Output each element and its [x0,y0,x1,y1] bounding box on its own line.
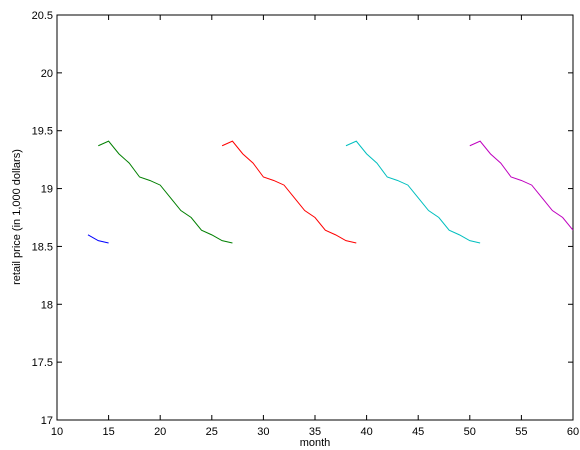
y-tick-label: 17.5 [32,357,53,369]
x-tick-label: 60 [567,426,579,438]
y-tick-label: 19.5 [32,126,53,138]
x-tick-label: 45 [412,426,424,438]
series-line-3 [221,140,357,244]
y-axis-ticks: 17 17.5 18 18.5 19 19.5 20 20.5 [32,10,573,427]
x-tick-label: 10 [51,426,63,438]
x-tick-label: 15 [102,426,114,438]
x-tick-label: 30 [257,426,269,438]
y-tick-label: 18 [41,299,53,311]
x-tick-label: 40 [360,426,372,438]
x-tick-label: 35 [309,426,321,438]
series-line-4 [345,140,481,244]
y-tick-label: 18.5 [32,241,53,253]
x-tick-label: 25 [206,426,218,438]
plot-area: 10 15 20 25 30 35 40 45 50 55 60 17 17.5 18 18.5 19 19.… [32,10,580,438]
x-axis-ticks: 10 15 20 25 30 35 40 45 50 55 60 [51,15,579,438]
x-axis-label: month [300,437,331,449]
series-line-1 [87,234,109,244]
y-tick-label: 17 [41,415,53,427]
y-tick-label: 20 [41,68,53,80]
x-tick-label: 20 [154,426,166,438]
series-layer [87,140,574,244]
x-tick-label: 50 [464,426,476,438]
x-tick-label: 55 [515,426,527,438]
series-line-5 [469,140,574,231]
y-tick-label: 20.5 [32,10,53,22]
y-tick-label: 19 [41,184,53,196]
y-axis-label: retail price (in 1,000 dollars) [11,149,23,285]
series-line-2 [98,140,233,244]
